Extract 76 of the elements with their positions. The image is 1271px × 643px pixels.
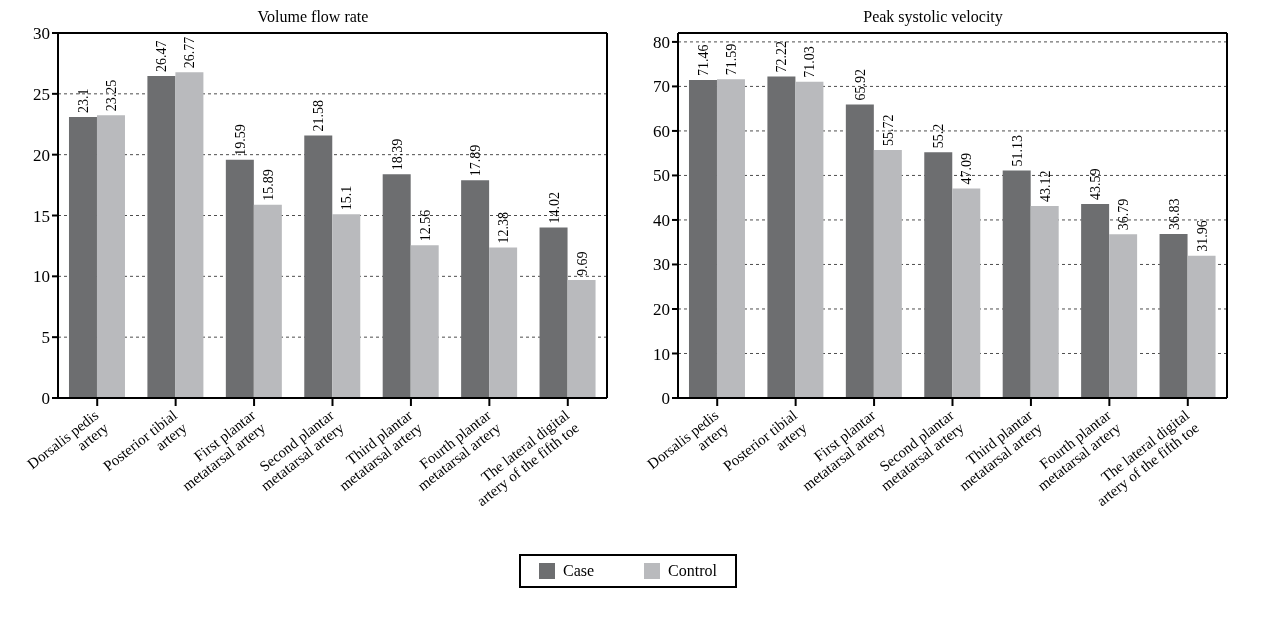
bar bbox=[147, 75, 176, 398]
y-tick-label: 20 bbox=[653, 300, 670, 320]
data-label: 36.83 bbox=[1166, 198, 1182, 231]
data-label: 12.56 bbox=[417, 209, 433, 242]
bar bbox=[410, 245, 439, 398]
y-tick-label: 70 bbox=[653, 77, 670, 97]
data-label: 18.39 bbox=[389, 138, 405, 171]
y-tick-label: 80 bbox=[653, 32, 670, 52]
bar bbox=[1187, 255, 1216, 398]
bar bbox=[382, 174, 411, 398]
data-label: 47.09 bbox=[959, 152, 975, 185]
bar bbox=[873, 149, 902, 398]
data-label: 71.03 bbox=[802, 46, 818, 78]
data-label: 15.1 bbox=[339, 185, 355, 211]
bar bbox=[845, 104, 874, 398]
data-label: 19.59 bbox=[232, 124, 248, 156]
bar bbox=[1002, 170, 1031, 398]
data-label: 31.96 bbox=[1194, 220, 1210, 252]
bar bbox=[716, 79, 745, 398]
y-tick-label: 0 bbox=[41, 389, 50, 409]
bar bbox=[253, 204, 282, 398]
bar bbox=[225, 159, 254, 398]
data-label: 43.59 bbox=[1088, 168, 1104, 200]
y-tick-label: 10 bbox=[653, 344, 670, 364]
bar bbox=[96, 115, 125, 398]
y-tick-label: 25 bbox=[33, 84, 50, 104]
chart-title: Volume flow rate bbox=[257, 8, 369, 25]
data-label: 71.46 bbox=[695, 44, 711, 76]
bar bbox=[332, 214, 361, 398]
data-label: 14.02 bbox=[546, 191, 562, 224]
data-label: 9.69 bbox=[574, 251, 590, 277]
data-label: 51.13 bbox=[1009, 134, 1025, 167]
legend-label: Control bbox=[668, 562, 717, 580]
y-tick-label: 15 bbox=[33, 206, 50, 226]
y-tick-label: 5 bbox=[41, 328, 50, 348]
bar bbox=[489, 247, 518, 398]
legend-label: Case bbox=[563, 562, 595, 580]
y-tick-label: 30 bbox=[653, 255, 670, 275]
bar bbox=[175, 72, 204, 398]
data-label: 21.58 bbox=[311, 99, 327, 132]
data-label: 26.77 bbox=[182, 36, 198, 69]
data-label: 55.72 bbox=[880, 114, 896, 146]
bar bbox=[567, 280, 596, 398]
bar bbox=[795, 81, 824, 398]
bar bbox=[68, 116, 97, 398]
data-label: 72.22 bbox=[774, 41, 790, 73]
data-label: 17.89 bbox=[468, 144, 484, 177]
bar bbox=[1081, 203, 1110, 398]
y-tick-label: 0 bbox=[661, 389, 670, 409]
bar bbox=[539, 227, 568, 398]
y-tick-label: 60 bbox=[653, 121, 670, 141]
bar bbox=[688, 79, 717, 398]
bar bbox=[1159, 234, 1188, 398]
data-label: 12.38 bbox=[496, 211, 512, 244]
bar bbox=[1109, 234, 1138, 398]
data-label: 15.89 bbox=[260, 169, 276, 201]
bar bbox=[1030, 206, 1059, 398]
y-tick-label: 40 bbox=[653, 210, 670, 230]
bar bbox=[461, 180, 490, 398]
chart-title: Peak systolic velocity bbox=[862, 8, 1004, 28]
y-tick-label: 10 bbox=[33, 267, 50, 287]
bar bbox=[304, 135, 333, 398]
data-label: 71.59 bbox=[723, 43, 739, 76]
bar bbox=[767, 76, 796, 398]
bar bbox=[952, 188, 981, 398]
data-label: 23.1 bbox=[75, 88, 91, 113]
data-label: 65.92 bbox=[852, 69, 868, 101]
bar bbox=[924, 152, 953, 398]
y-tick-label: 30 bbox=[33, 24, 50, 44]
data-label: 43.12 bbox=[1037, 170, 1053, 203]
data-label: 55.2 bbox=[931, 123, 947, 149]
y-tick-label: 50 bbox=[653, 166, 670, 186]
data-label: 23.25 bbox=[103, 79, 119, 112]
data-label: 26.47 bbox=[154, 40, 170, 72]
data-label: 36.79 bbox=[1116, 198, 1132, 231]
y-tick-label: 20 bbox=[33, 145, 50, 165]
